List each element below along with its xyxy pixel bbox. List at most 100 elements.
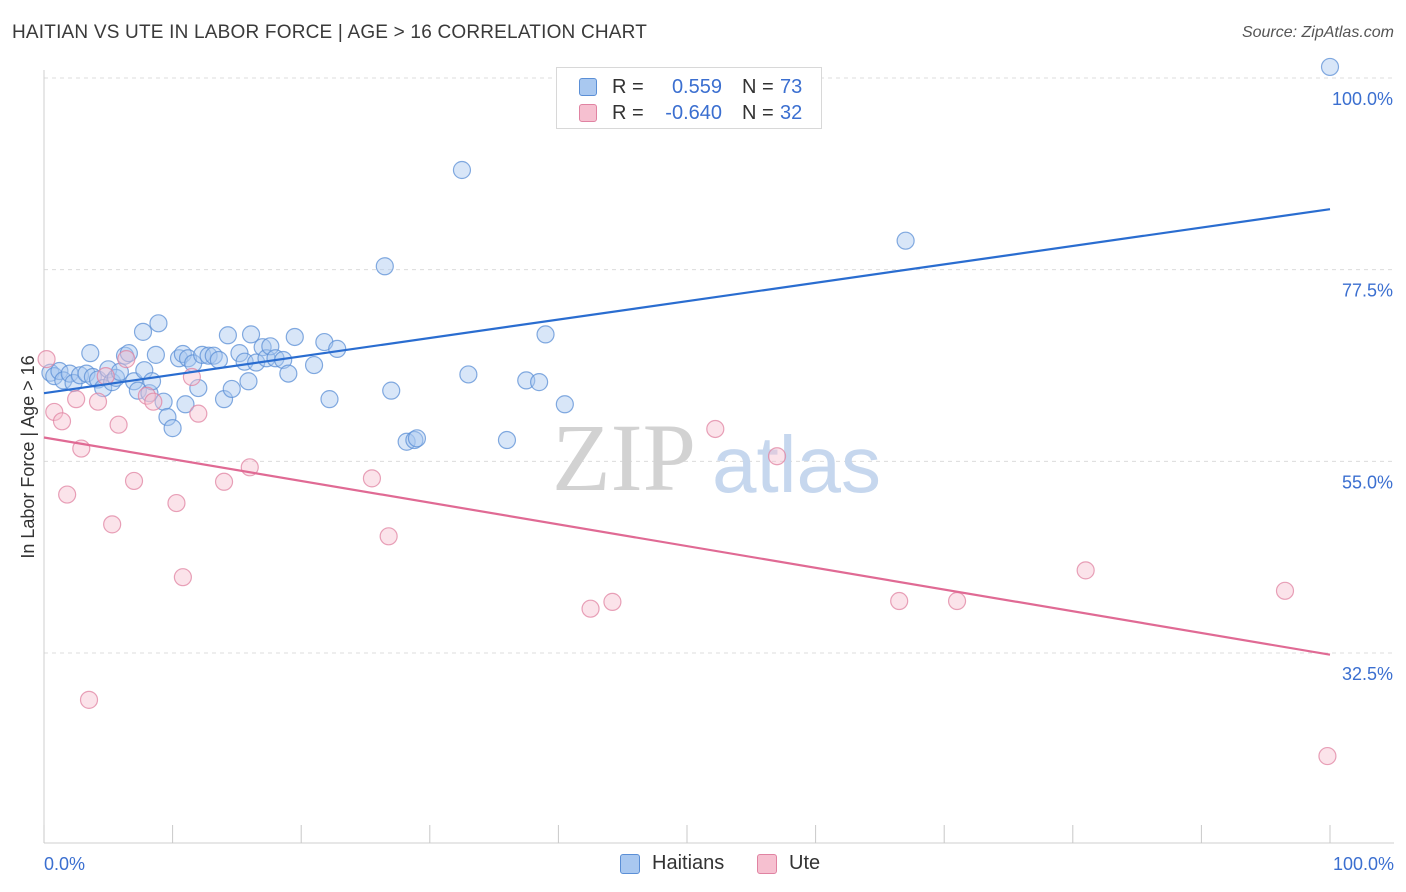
ute-point	[379, 527, 398, 546]
y-tick-label: 32.5%	[1342, 664, 1393, 684]
y-tick-label: 55.0%	[1342, 472, 1393, 492]
haitians-point	[536, 325, 555, 344]
haitians-point	[146, 345, 165, 364]
haitians-point	[140, 384, 159, 403]
ute-point	[706, 419, 725, 439]
haitians-point	[239, 372, 258, 391]
haitians-point	[279, 364, 298, 383]
haitians-point	[1320, 57, 1340, 77]
ute-point	[45, 402, 64, 422]
haitians-point	[459, 365, 478, 384]
legend-row-ute: R = -0.640 N = 32	[579, 100, 802, 126]
points-layer	[37, 57, 1340, 766]
legend-swatch-haitians	[620, 853, 640, 874]
legend-item-haitians[interactable]: Haitians	[620, 852, 724, 875]
haitians-point	[133, 322, 153, 341]
haitians-point	[497, 430, 517, 450]
ute-point	[144, 392, 163, 411]
legend-r-value: -0.640	[665, 101, 722, 124]
ute-point	[58, 485, 77, 504]
legend-label-ute: Ute	[789, 852, 821, 874]
haitians-point	[45, 367, 64, 386]
haitians-point	[199, 346, 218, 365]
haitians-point	[285, 327, 304, 347]
legend-n-label: N =	[742, 101, 774, 124]
haitians-point	[214, 390, 234, 409]
legend-r-label: R =	[612, 101, 644, 124]
ute-point	[890, 591, 909, 611]
ute-point	[167, 493, 186, 513]
legend-n-value: 32	[780, 101, 803, 124]
ute-point	[88, 392, 108, 411]
haitians-point	[407, 429, 427, 448]
legend-swatch-ute	[579, 104, 597, 122]
trend-layer	[43, 208, 1331, 656]
legend-label-haitians: Haitians	[652, 852, 725, 874]
chart-source: Source: ZipAtlas.com	[1241, 24, 1394, 41]
ute-point	[173, 568, 192, 587]
legend-item-ute[interactable]: Ute	[757, 852, 820, 875]
ute-point	[947, 591, 967, 611]
x-tick-label-min: 0.0%	[44, 854, 85, 874]
correlation-legend: R = 0.559 N = 73 R = -0.640 N = 32	[556, 67, 822, 129]
ute-point	[37, 350, 56, 369]
ute-point	[96, 367, 115, 386]
ute-point	[79, 690, 99, 709]
haitians-point	[163, 419, 182, 438]
watermark-atlas: atlas	[712, 420, 881, 509]
legend-r-label: R =	[612, 75, 644, 98]
y-tick-label: 100.0%	[1332, 89, 1393, 109]
ute-point	[67, 390, 86, 409]
haitians-point	[209, 350, 228, 370]
haitians-point	[320, 390, 339, 409]
haitians-point	[397, 432, 416, 451]
legend-swatch-haitians	[579, 78, 597, 96]
y-axis-label: In Labor Force | Age > 16	[18, 355, 38, 558]
ute-point	[103, 515, 122, 534]
legend-n-label: N =	[742, 75, 774, 98]
haitians-point	[81, 344, 100, 363]
haitians-point	[218, 326, 237, 345]
haitians-point	[452, 160, 472, 180]
legend-swatch-ute	[757, 853, 777, 874]
y-tick-label: 77.5%	[1342, 281, 1393, 301]
haitians-point	[382, 381, 401, 400]
haitians-point	[154, 392, 173, 411]
ute-point	[189, 404, 208, 423]
haitians-point	[222, 379, 241, 399]
haitians-point	[328, 339, 347, 358]
x-tick-label-max: 100.0%	[1333, 854, 1394, 874]
ute-point	[1318, 746, 1337, 766]
legend-r-value: 0.559	[671, 75, 722, 98]
ute-trend-line	[43, 436, 1331, 656]
haitians-trend-line	[43, 208, 1331, 395]
haitians-point	[128, 381, 147, 400]
haitians-point	[178, 349, 198, 368]
watermark-zip: ZIP	[552, 404, 696, 511]
ute-point	[603, 592, 622, 611]
haitians-point	[896, 231, 915, 250]
series-legend: Haitians Ute	[0, 852, 1406, 878]
haitians-point	[230, 344, 249, 363]
legend-row-haitians: R = 0.559 N = 73	[579, 74, 802, 100]
label-layer: In Labor Force | Age > 16 0.0% 100.0% 32…	[18, 89, 1394, 874]
haitians-point	[176, 395, 195, 414]
ute-point	[52, 412, 72, 431]
haitians-point	[555, 395, 574, 414]
ute-point	[117, 350, 136, 369]
ute-point	[214, 472, 234, 491]
haitians-point	[241, 325, 261, 344]
haitians-point	[158, 407, 177, 427]
ute-point	[362, 469, 382, 488]
ute-point	[767, 447, 787, 466]
legend-n-value: 73	[780, 75, 803, 98]
ute-point	[1275, 581, 1295, 600]
haitians-point	[530, 373, 549, 392]
haitians-point	[253, 338, 272, 357]
ute-point	[109, 415, 128, 434]
watermark-layer: ZIP atlas	[552, 404, 881, 511]
chart-title: HAITIAN VS UTE IN LABOR FORCE | AGE > 16…	[12, 22, 648, 43]
haitians-point	[149, 314, 168, 333]
ute-point	[124, 471, 144, 491]
